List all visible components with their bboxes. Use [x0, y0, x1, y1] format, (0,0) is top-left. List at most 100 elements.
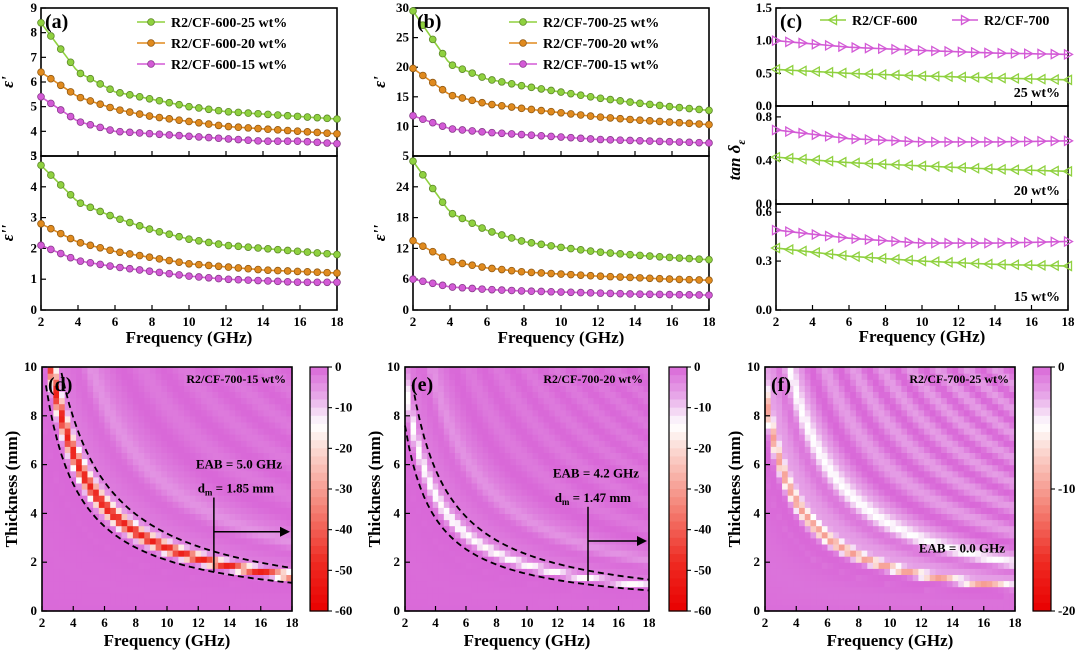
- heatmap-cell: [571, 489, 578, 496]
- heatmap-cell: [477, 452, 484, 460]
- heatmap-cell: [799, 550, 806, 557]
- heatmap-cell: [576, 507, 584, 514]
- heatmap-cell: [560, 495, 567, 502]
- heatmap-cell: [793, 397, 800, 405]
- heatmap-cell: [776, 501, 783, 508]
- heatmap-cell: [515, 519, 523, 527]
- heatmap-cell: [405, 409, 412, 417]
- heatmap-cell: [132, 403, 140, 411]
- heatmap-cell: [189, 458, 197, 466]
- data-point: [876, 68, 887, 81]
- heatmap-cell: [81, 507, 89, 514]
- heatmap-cell: [532, 434, 539, 441]
- colorbar-tick-label: -60: [335, 603, 352, 618]
- heatmap-cell: [223, 373, 231, 380]
- heatmap-cell: [438, 556, 445, 563]
- heatmap-cell: [765, 373, 772, 380]
- heatmap-cell: [776, 574, 783, 582]
- data-point: [448, 61, 457, 70]
- data-point: [507, 234, 516, 242]
- data-point: [1048, 260, 1059, 272]
- heatmap-cell: [70, 489, 77, 496]
- heatmap-cell: [53, 397, 60, 405]
- heatmap-cell: [421, 550, 428, 557]
- heatmap-cell: [588, 428, 595, 435]
- x-tick-label: 16: [254, 615, 268, 630]
- heatmap-cell: [565, 580, 572, 588]
- heatmap-cell: [643, 428, 650, 435]
- data-point: [626, 290, 634, 298]
- heatmap-cell: [844, 592, 851, 600]
- heatmap-cell: [405, 495, 412, 502]
- heatmap-cell: [421, 568, 428, 575]
- heatmap-cell: [560, 531, 567, 539]
- heatmap-cell: [64, 446, 72, 453]
- data-point: [685, 138, 694, 147]
- heatmap-cell: [599, 586, 606, 594]
- data-point: [626, 250, 634, 259]
- heatmap-cell: [167, 604, 174, 612]
- heatmap-cell: [793, 367, 800, 374]
- heatmap-cell: [201, 367, 208, 374]
- heatmap-cell: [576, 379, 584, 386]
- heatmap-cell: [588, 495, 595, 502]
- heatmap-cell: [59, 403, 66, 411]
- heatmap-cell: [432, 379, 439, 386]
- legend-marker: [519, 60, 527, 68]
- heatmap-cell: [549, 525, 556, 533]
- data-point: [1063, 48, 1074, 60]
- heatmap-cell: [571, 580, 578, 588]
- heatmap-cell: [93, 586, 100, 594]
- legend-marker: [827, 14, 838, 26]
- heatmap-cell: [223, 519, 231, 527]
- heatmap-cell: [593, 574, 600, 582]
- heatmap-cell: [432, 507, 439, 514]
- heatmap-cell: [64, 415, 72, 423]
- heatmap-cell: [257, 367, 265, 374]
- heatmap-cell: [482, 464, 489, 472]
- heatmap-cell: [235, 531, 242, 539]
- heatmap-cell: [460, 513, 467, 521]
- heatmap-cell: [765, 574, 772, 582]
- heatmap-cell: [482, 458, 489, 466]
- heatmap-cell: [172, 556, 179, 563]
- x-tick-label: 16: [666, 314, 680, 329]
- heatmap-cell: [53, 482, 60, 490]
- heatmap-cell: [838, 476, 846, 484]
- data-point: [254, 137, 262, 145]
- heatmap-cell: [799, 434, 806, 441]
- heatmap-cell: [87, 391, 94, 399]
- heatmap-cell: [833, 598, 840, 606]
- heatmap-cell: [637, 604, 645, 612]
- heatmap-cell: [488, 367, 495, 374]
- heatmap-cell: [776, 482, 783, 490]
- heatmap-cell: [178, 525, 185, 533]
- data-point: [547, 242, 555, 250]
- heatmap-cell: [466, 580, 473, 588]
- data-point: [655, 274, 664, 283]
- heatmap-cell: [229, 415, 236, 423]
- heatmap-cell: [588, 464, 595, 472]
- heatmap-cell: [42, 446, 49, 453]
- heatmap-cell: [471, 562, 478, 569]
- heatmap-cell: [510, 458, 517, 466]
- data-point: [303, 113, 312, 121]
- heatmap-cell: [604, 543, 611, 551]
- heatmap-cell: [499, 379, 506, 386]
- heatmap-cell: [626, 446, 633, 453]
- data-point: [1048, 165, 1059, 177]
- heatmap-cell: [833, 379, 840, 386]
- heatmap-cell: [449, 550, 456, 557]
- data-point: [547, 269, 555, 278]
- heatmap-cell: [510, 440, 517, 447]
- heatmap-cell: [626, 556, 633, 563]
- heatmap-cell: [443, 537, 450, 545]
- data-point: [626, 136, 634, 145]
- heatmap-cell: [269, 440, 276, 447]
- heatmap-cell: [155, 531, 162, 539]
- heatmap-cell: [110, 446, 117, 453]
- heatmap-cell: [466, 409, 473, 417]
- heatmap-cell: [454, 586, 462, 594]
- y-tick-label: 5: [31, 148, 38, 163]
- heatmap-cell: [827, 501, 834, 508]
